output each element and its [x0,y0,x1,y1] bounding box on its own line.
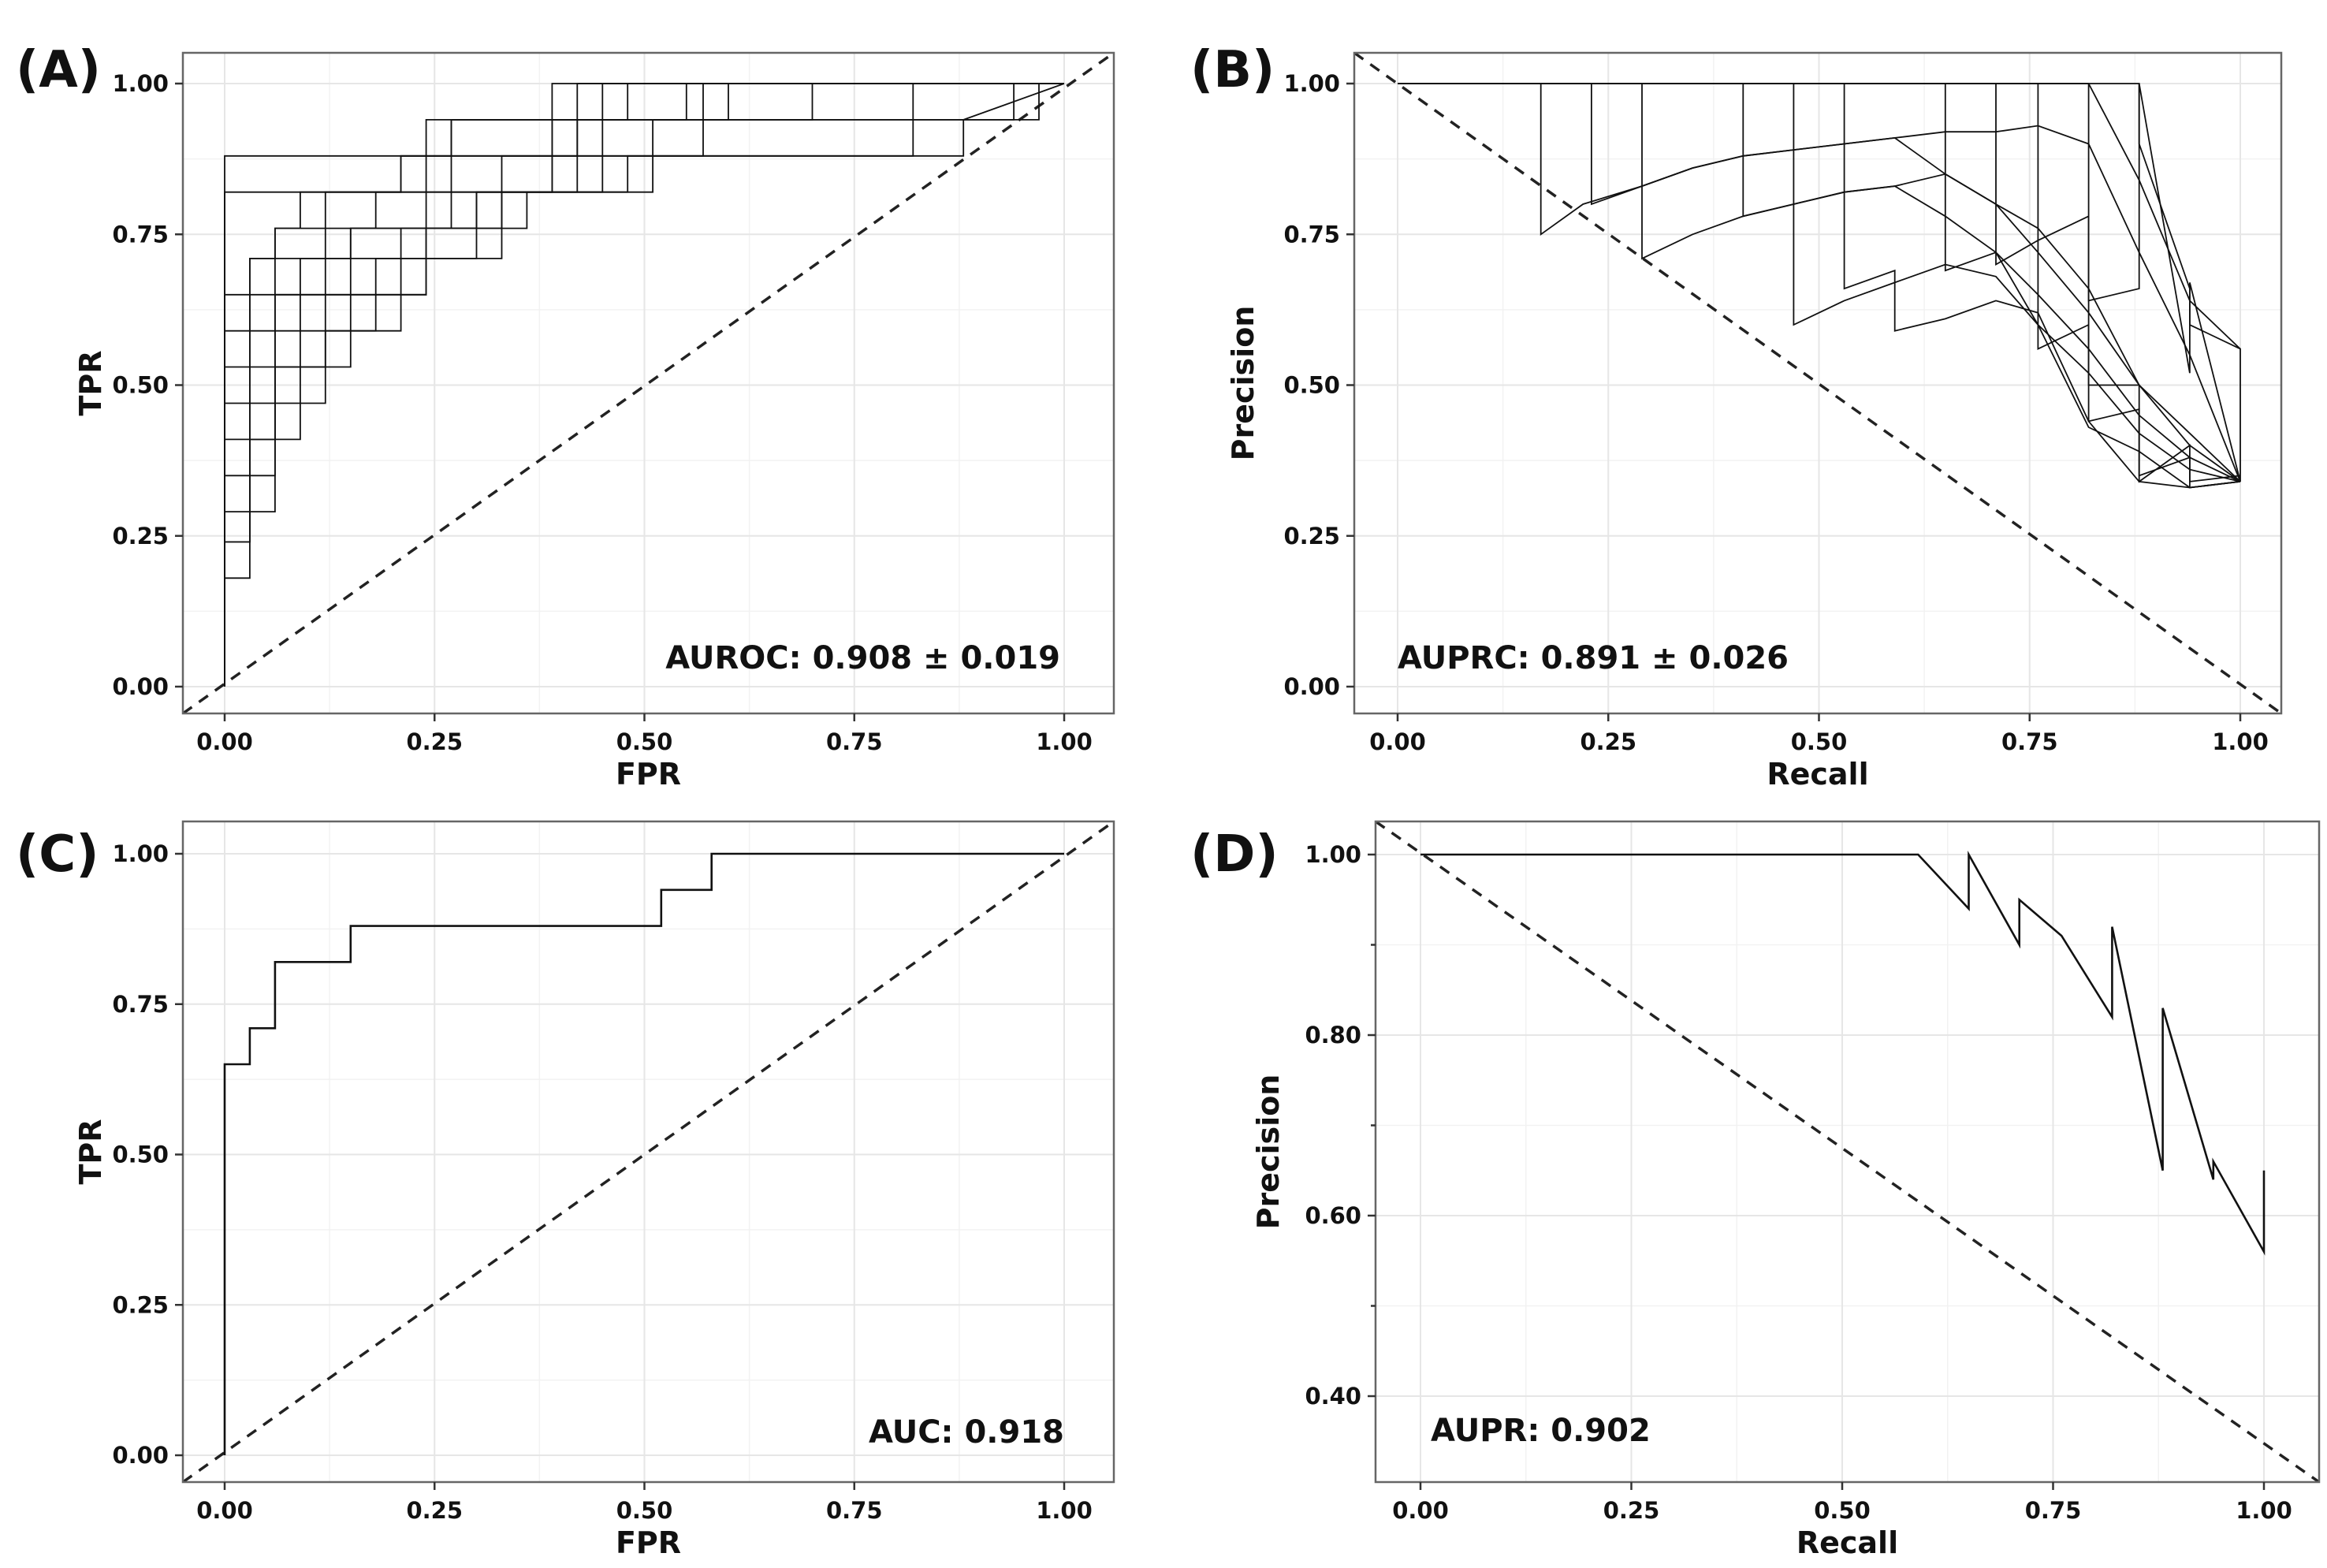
x-tick-label: 0.25 [406,1497,463,1524]
reference-diagonal [1376,821,2319,1482]
y-tick-label: 0.50 [112,372,169,399]
plot-frame [1353,51,2283,715]
y-tick-label: 0.40 [1305,1383,1361,1410]
series-line-9 [1398,83,2241,482]
panel-c: 0.00 0.25 0.50 0.75 1.00 0.00 0.25 0.50 0.75 1.00… [16,820,1115,1560]
series-line-1 [1420,851,2266,1256]
x-tick-label: 0.00 [1392,1497,1449,1524]
y-tick-label: 0.75 [1283,221,1340,248]
x-tick-label: 0.25 [1580,728,1636,755]
x-tick-label: 0.50 [616,1497,673,1524]
series-line-1 [224,83,1064,687]
series-line-12 [1398,83,2241,350]
x-tick-label: 0.50 [616,728,673,755]
x-axis-label: FPR [616,757,681,791]
x-tick-label: 0.50 [1814,1497,1871,1524]
series-group [1398,83,2241,489]
y-tick-label: 0.00 [1283,673,1340,700]
x-tick-label: 0.25 [1603,1497,1660,1524]
reference-diagonal [183,53,1114,713]
panel-a: 0.00 0.25 0.50 0.75 1.00 0.00 0.25 0.50 0.75 1.00… [16,41,1115,791]
y-tick-label: 1.00 [1283,70,1340,97]
y-tick-label: 0.80 [1305,1022,1361,1048]
annotation: AUC: 0.918 [869,1414,1064,1451]
x-tick-label: 1.00 [1036,728,1093,755]
series-line-5 [1398,83,2241,482]
y-axis-label: TPR [73,350,108,415]
x-axis-label: Recall [1796,1525,1898,1560]
plot-frame [181,820,1115,1484]
y-tick-label: 1.00 [112,70,169,97]
x-tick-label: 1.00 [1036,1497,1093,1524]
annotation: AUPRC: 0.891 ± 0.026 [1398,640,1789,676]
series-line-1 [223,852,1064,1455]
y-tick-label: 1.00 [112,840,169,867]
panel-d: 0.00 0.25 0.50 0.75 1.00 0.40 0.60 0.80 1.00 Reca… [1190,820,2321,1560]
reference-diagonal [1354,53,2281,713]
y-tick-label: 0.75 [112,221,169,248]
plot-frame [1374,820,2321,1484]
panel-b: 0.00 0.25 0.50 0.75 1.00 0.00 0.25 0.50 0.75 1.00… [1190,41,2283,791]
y-tick-label: 0.75 [112,991,169,1018]
axes: 0.00 0.25 0.50 0.75 1.00 0.00 0.25 0.50 0.75 1.00 [112,840,1092,1524]
x-tick-label: 0.00 [196,1497,253,1524]
x-axis-label: FPR [616,1525,681,1560]
x-axis-label: Recall [1767,757,1868,791]
series-line-6 [1398,83,2241,489]
series-group [223,852,1064,1455]
annotation: AUPR: 0.902 [1431,1413,1651,1449]
y-tick-label: 0.00 [112,1442,169,1469]
x-tick-label: 1.00 [2212,728,2269,755]
panel-letter: (A) [16,41,101,99]
panel-letter: (B) [1190,41,1275,99]
y-axis-label: Precision [1226,306,1260,461]
y-tick-label: 0.25 [1283,523,1340,549]
x-tick-label: 0.00 [196,728,253,755]
x-tick-label: 0.75 [2001,728,2058,755]
y-tick-label: 0.60 [1305,1202,1361,1229]
panel-letter: (D) [1190,825,1279,884]
annotation: AUROC: 0.908 ± 0.019 [665,640,1060,676]
x-tick-label: 0.50 [1791,728,1848,755]
grid [1376,821,2319,1482]
y-tick-label: 1.00 [1305,841,1361,868]
x-tick-label: 0.25 [406,728,463,755]
series-group [224,83,1065,687]
series-line-12 [224,83,1064,687]
y-axis-label: TPR [73,1119,108,1184]
plot-frame [181,51,1115,715]
x-tick-label: 0.00 [1369,728,1426,755]
y-axis-label: Precision [1251,1075,1286,1230]
y-tick-label: 0.50 [112,1142,169,1168]
y-tick-label: 0.25 [112,1291,169,1318]
series-group [1420,851,2266,1256]
series-line-4 [1398,83,2241,482]
x-tick-label: 0.75 [2025,1497,2082,1524]
x-tick-label: 0.75 [826,1497,883,1524]
axes: 0.00 0.25 0.50 0.75 1.00 0.00 0.25 0.50 0.75 1.00 [112,70,1092,755]
panel-letter: (C) [16,825,99,884]
x-tick-label: 1.00 [2236,1497,2292,1524]
x-tick-label: 0.75 [826,728,883,755]
y-tick-label: 0.50 [1283,372,1340,399]
y-tick-label: 0.25 [112,523,169,549]
axes: 0.00 0.25 0.50 0.75 1.00 0.40 0.60 0.80 1.00 [1305,841,2292,1524]
y-tick-label: 0.00 [112,673,169,700]
axes: 0.00 0.25 0.50 0.75 1.00 0.00 0.25 0.50 0.75 1.00 [1283,70,2268,755]
reference-diagonal [183,821,1114,1482]
